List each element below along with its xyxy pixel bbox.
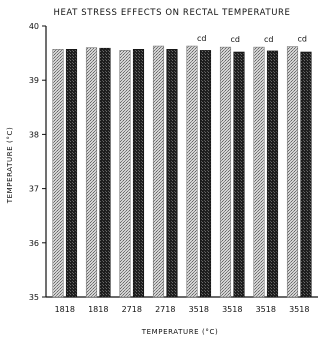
x-tick-labels: 1818 1818 2718 2718 3518 3518 3518 3518 [55, 305, 310, 314]
x-tick-label: 2718 [155, 305, 175, 314]
x-axis-label: TEMPERATURE (°C) [141, 328, 219, 336]
annotations: cd cd cd cd [197, 34, 307, 44]
x-tick-label: 3518 [189, 305, 209, 314]
x-tick-label: 3518 [222, 305, 242, 314]
y-tick-label: 35 [29, 293, 39, 302]
bars [52, 45, 312, 298]
y-tick-label: 39 [29, 76, 39, 85]
bar-light [253, 46, 265, 298]
bar-light [119, 50, 131, 298]
y-tick-label: 40 [29, 22, 39, 31]
significance-label: cd [264, 35, 273, 44]
significance-label: cd [298, 35, 307, 44]
bar-dark [300, 51, 312, 298]
bar-dark [99, 47, 111, 298]
bar-dark [199, 50, 212, 298]
bar-dark [266, 50, 279, 298]
chart-title: HEAT STRESS EFFECTS ON RECTAL TEMPERATUR… [53, 8, 290, 18]
x-tick-label: 2718 [122, 305, 142, 314]
y-tick-label: 36 [29, 239, 39, 248]
x-tick-label: 1818 [55, 305, 75, 314]
bar-light [219, 46, 232, 298]
y-tick-label: 37 [29, 185, 39, 194]
x-tick-label: 3518 [256, 305, 276, 314]
significance-label: cd [197, 34, 206, 43]
bar-light [85, 47, 98, 298]
bar-light [152, 45, 165, 298]
x-tick-label: 3518 [289, 305, 309, 314]
bar-dark [233, 51, 245, 298]
bar-light [186, 45, 198, 298]
bar-dark [132, 49, 145, 298]
y-axis-label: TEMPERATURE (°C) [6, 127, 14, 205]
y-ticks: 35 36 37 38 39 40 [29, 22, 46, 302]
bar-dark [166, 49, 178, 298]
bar-light [52, 49, 64, 298]
y-tick-label: 38 [29, 130, 39, 139]
bar-light [286, 46, 299, 298]
x-tick-label: 1818 [88, 305, 108, 314]
bar-dark [65, 49, 78, 298]
significance-label: cd [231, 35, 240, 44]
